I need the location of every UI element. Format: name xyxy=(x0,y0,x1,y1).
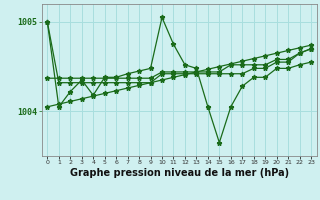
X-axis label: Graphe pression niveau de la mer (hPa): Graphe pression niveau de la mer (hPa) xyxy=(70,168,289,178)
